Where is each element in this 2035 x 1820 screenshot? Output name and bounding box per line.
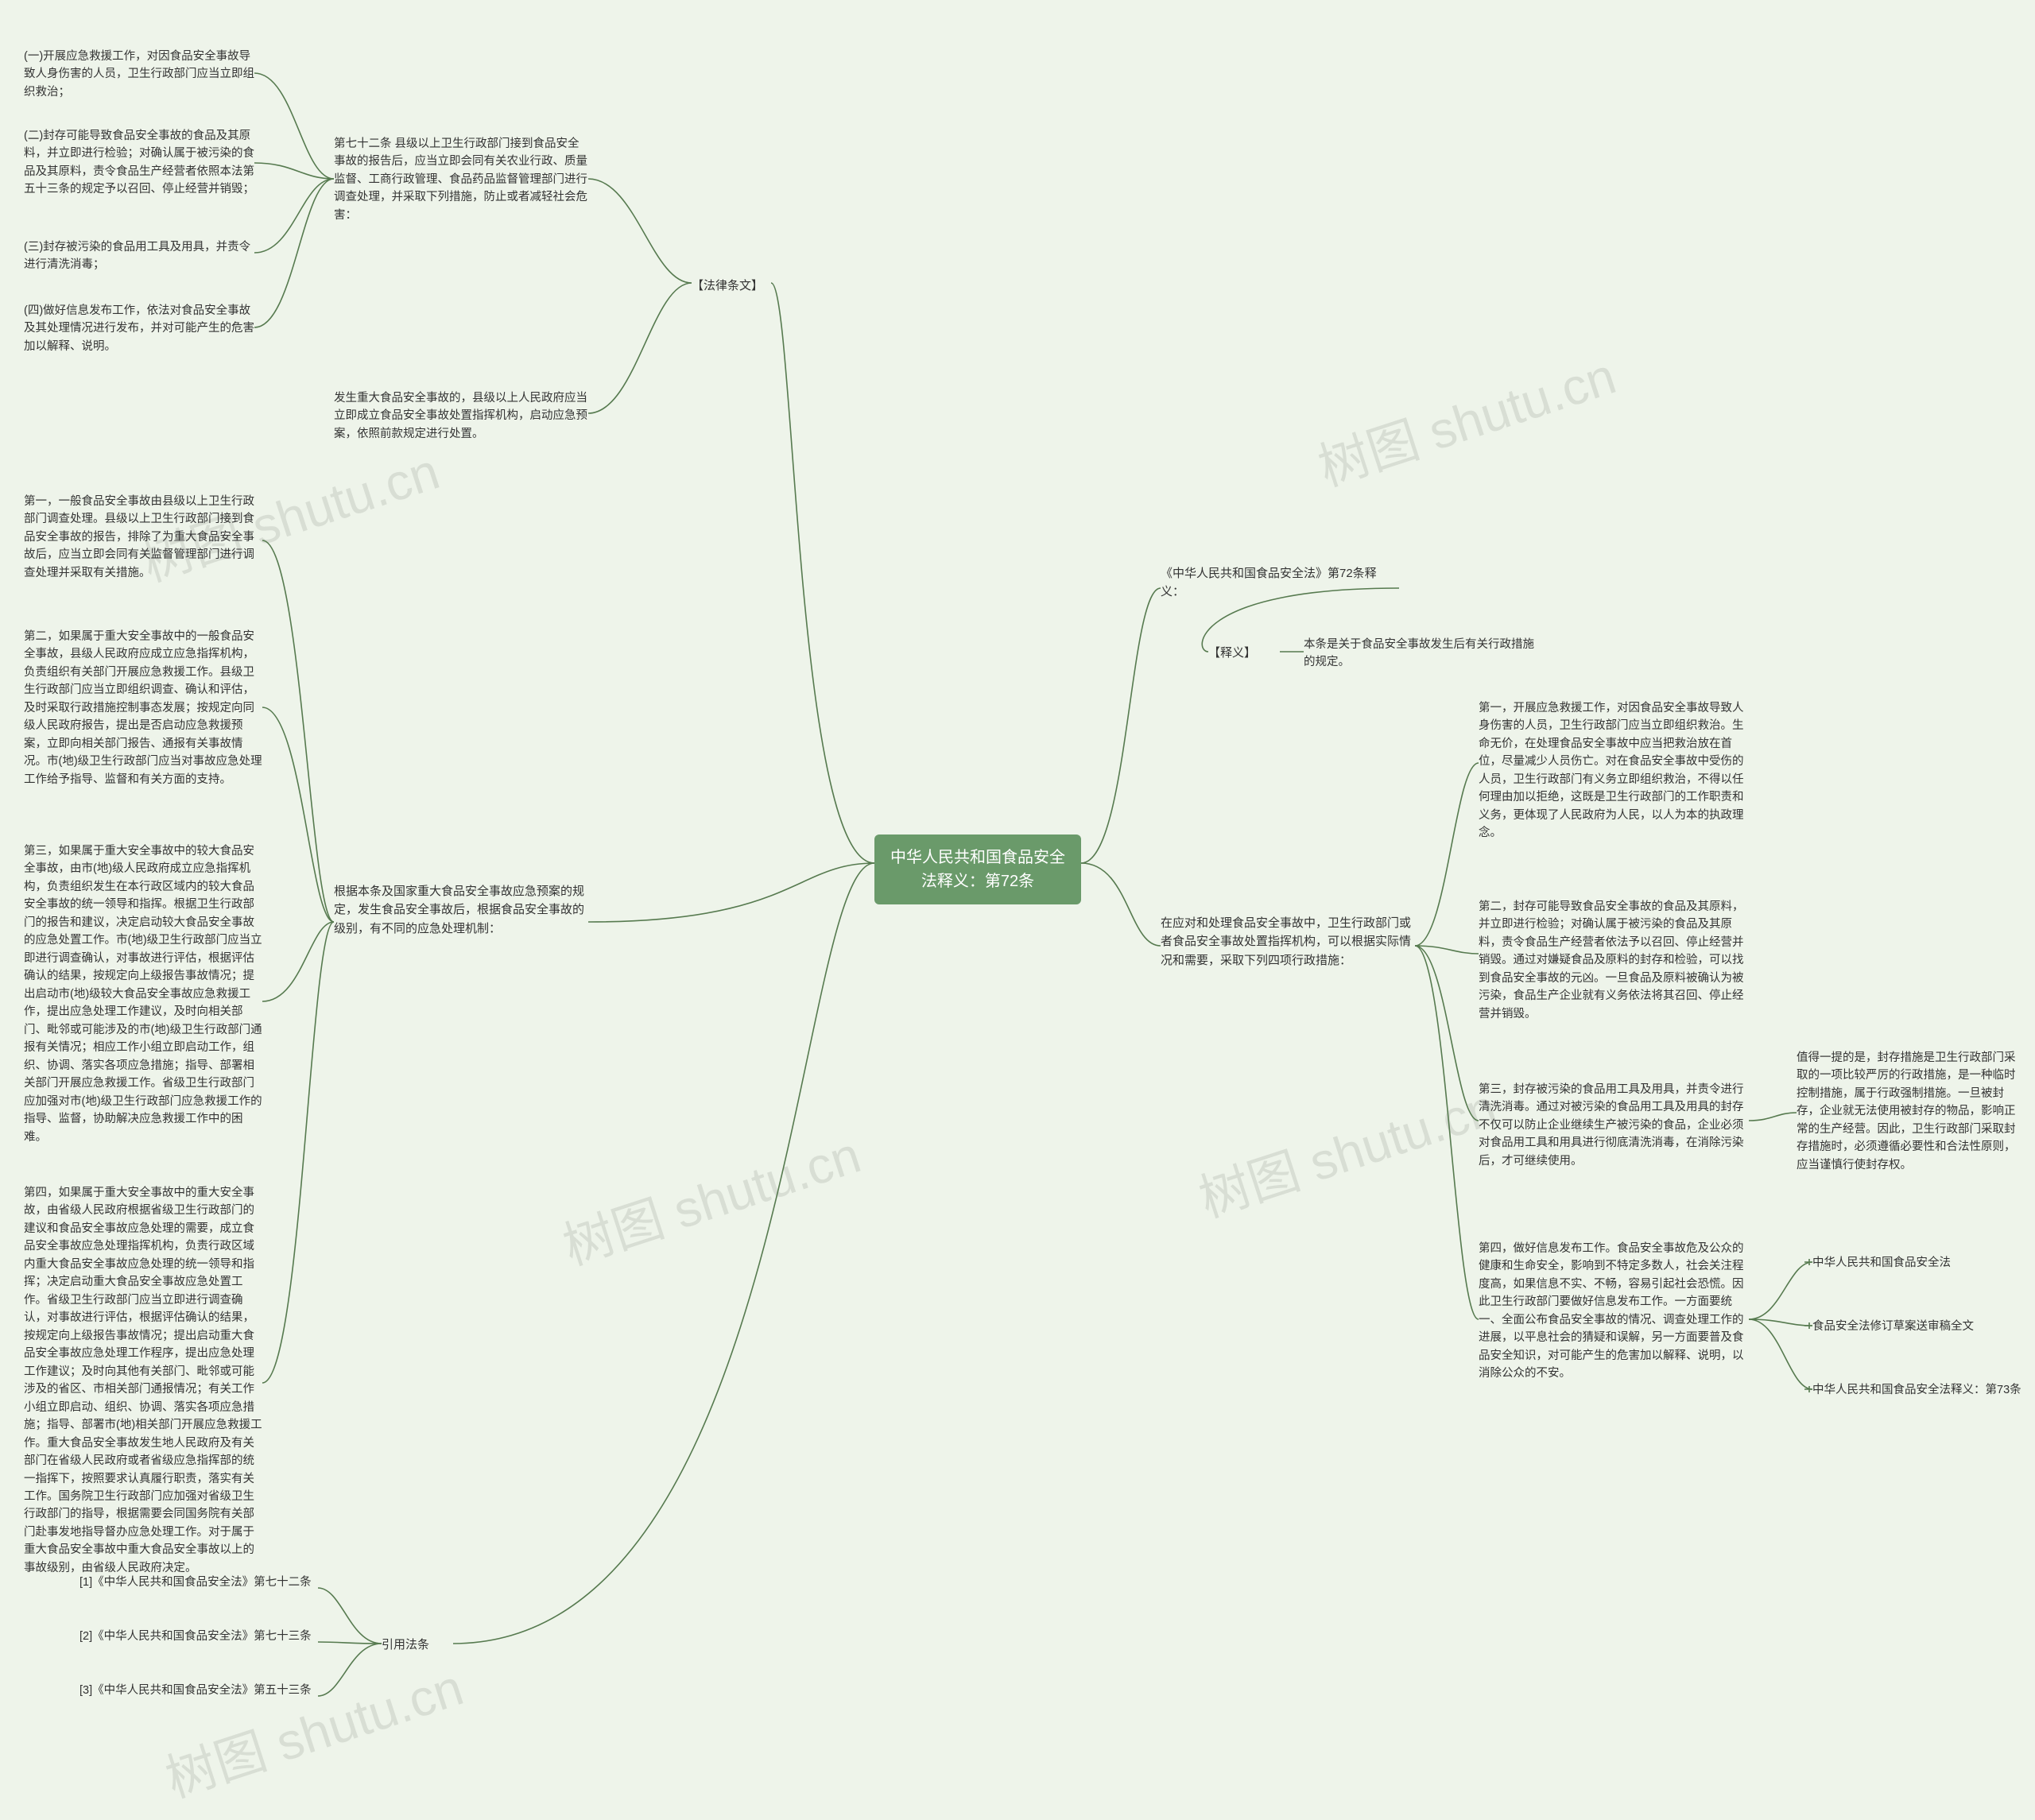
cite-label: 引用法条 — [382, 1636, 453, 1654]
watermark: 树图 shutu.cn — [552, 1114, 868, 1279]
shiyi-label: 【释义】 — [1208, 644, 1280, 662]
mechanism-3: 第三，如果属于重大安全事故中的较大食品安全事故，由市(地)级人民政府成立应急指挥… — [24, 842, 262, 1146]
measure-4: 第四，做好信息发布工作。食品安全事故危及公众的健康和生命安全，影响到不特定多数人… — [1479, 1240, 1749, 1383]
law-paragraph-1: 第七十二条 县级以上卫生行政部门接到食品安全事故的报告后，应当立即会同有关农业行… — [334, 135, 588, 224]
watermark: 树图 shutu.cn — [1188, 1067, 1504, 1231]
measure-3-note: 值得一提的是，封存措施是卫生行政部门采取的一项比较严厉的行政措施，是一种临时控制… — [1797, 1049, 2019, 1174]
center-node: 中华人民共和国食品安全 法释义：第72条 — [874, 834, 1081, 904]
mechanism-2: 第二，如果属于重大安全事故中的一般食品安全事故，县级人民政府应成立应急指挥机构，… — [24, 628, 262, 788]
mechanism-1: 第一，一般食品安全事故由县级以上卫生行政部门调查处理。县级以上卫生行政部门接到食… — [24, 493, 262, 582]
cite-2: [2]《中华人民共和国食品安全法》第七十三条 — [79, 1628, 318, 1645]
ref-link-2[interactable]: 食品安全法修订草案送审稿全文 — [1812, 1318, 2003, 1335]
shiyi-body: 本条是关于食品安全事故发生后有关行政措施的规定。 — [1304, 636, 1542, 672]
measures-intro: 在应对和处理食品安全事故中，卫生行政部门或者食品安全事故处置指挥机构，可以根据实… — [1161, 914, 1415, 970]
law-item-1: (一)开展应急救援工作，对因食品安全事故导致人身伤害的人员，卫生行政部门应当立即… — [24, 48, 254, 101]
law-item-3: (三)封存被污染的食品用工具及用具，并责令进行清洗消毒； — [24, 238, 254, 274]
watermark: 树图 shutu.cn — [155, 1647, 471, 1811]
center-title-line2: 法释义：第72条 — [921, 873, 1034, 890]
law-paragraph-2: 发生重大食品安全事故的，县级以上人民政府应当立即成立食品安全事故处置指挥机构，启… — [334, 389, 588, 443]
cite-1: [1]《中华人民共和国食品安全法》第七十二条 — [79, 1574, 318, 1591]
mechanism-intro: 根据本条及国家重大食品安全事故应急预案的规定，发生食品安全事故后，根据食品安全事… — [334, 882, 588, 938]
right-intro: 《中华人民共和国食品安全法》第72条释义： — [1161, 564, 1399, 602]
mechanism-4: 第四，如果属于重大安全事故中的重大安全事故，由省级人民政府根据省级卫生行政部门的… — [24, 1184, 262, 1577]
law-label: 【法律条文】 — [692, 277, 787, 295]
ref-link-1[interactable]: 中华人民共和国食品安全法 — [1812, 1254, 1987, 1272]
law-item-2: (二)封存可能导致食品安全事故的食品及其原料，并立即进行检验；对确认属于被污染的… — [24, 127, 254, 199]
measure-2: 第二，封存可能导致食品安全事故的食品及其原料，并立即进行检验；对确认属于被污染的… — [1479, 898, 1749, 1023]
cite-3: [3]《中华人民共和国食品安全法》第五十三条 — [79, 1682, 318, 1699]
center-title-line1: 中华人民共和国食品安全 — [890, 849, 1065, 866]
ref-link-3[interactable]: 中华人民共和国食品安全法释义：第73条 — [1812, 1381, 2027, 1399]
measure-1: 第一，开展应急救援工作，对因食品安全事故导致人身伤害的人员，卫生行政部门应当立即… — [1479, 699, 1749, 842]
law-item-4: (四)做好信息发布工作，依法对食品安全事故及其处理情况进行发布，并对可能产生的危… — [24, 302, 254, 355]
watermark: 树图 shutu.cn — [1308, 335, 1623, 500]
measure-3: 第三，封存被污染的食品用工具及用具，并责令进行清洗消毒。通过对被污染的食品用工具… — [1479, 1081, 1749, 1170]
